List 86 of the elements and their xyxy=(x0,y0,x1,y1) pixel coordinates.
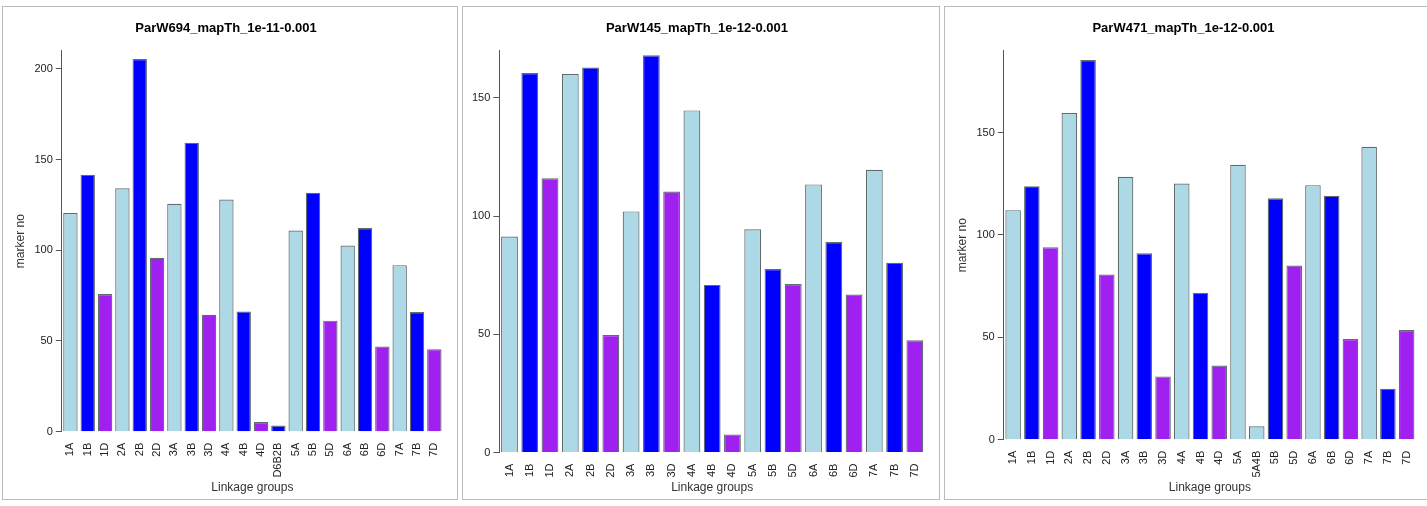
y-tick-label: 200 xyxy=(34,61,53,74)
x-tick-label: 5A xyxy=(1231,450,1244,465)
x-tick-label: 7A xyxy=(392,442,405,457)
x-tick-label: 2B xyxy=(1081,450,1094,465)
chart-title: ParW145_mapTh_1e-12-0.001 xyxy=(605,20,789,36)
x-tick-label: 1A xyxy=(63,442,76,457)
y-tick-label: 50 xyxy=(40,334,53,347)
x-tick-label: 2A xyxy=(563,462,576,478)
y-tick-label: 0 xyxy=(988,432,995,445)
x-tick-label: 3A xyxy=(1118,450,1131,465)
x-tick-label: 4A xyxy=(684,462,697,478)
y-tick-label: 0 xyxy=(46,424,53,437)
x-tick-label: 5B xyxy=(306,442,319,457)
x-tick-label: 4A xyxy=(219,442,232,457)
x-tick-label: 3B xyxy=(644,463,657,478)
x-tick-label: 2B xyxy=(132,442,145,457)
y-tick-label: 50 xyxy=(478,327,491,340)
x-tick-label: 2B xyxy=(583,463,596,478)
chart-title: ParW471_mapTh_1e-12-0.001 xyxy=(1092,20,1275,36)
x-tick-label: 4D xyxy=(1212,450,1225,465)
x-tick-label: 6A xyxy=(806,462,819,478)
x-tick-label: 1B xyxy=(522,463,535,478)
x-tick-label: 5A4B xyxy=(1249,450,1262,478)
x-axis-title: Linkage groups xyxy=(1168,480,1251,495)
y-tick-label: 0 xyxy=(484,445,491,458)
x-tick-label: 7D xyxy=(1399,450,1412,465)
x-tick-label: 6D xyxy=(1343,450,1356,465)
x-tick-label: 5A xyxy=(745,462,758,478)
x-tick-label: 5D xyxy=(1287,450,1300,465)
x-tick-label: 3A xyxy=(167,442,180,457)
x-tick-label: 4A xyxy=(1174,450,1187,465)
x-tick-label: 6A xyxy=(340,442,353,457)
x-tick-label: 6B xyxy=(1324,450,1337,465)
y-tick-label: 150 xyxy=(34,152,53,165)
x-tick-label: 4D xyxy=(254,442,267,457)
chart-title: ParW694_mapTh_1e-11-0.001 xyxy=(135,20,317,36)
x-tick-label: 5A xyxy=(288,442,301,457)
x-axis-title: Linkage groups xyxy=(211,480,294,495)
x-tick-label: 2D xyxy=(1099,450,1112,465)
x-tick-label: 1B xyxy=(80,442,93,457)
x-tick-label: 5D xyxy=(786,463,799,478)
x-tick-label: 6D xyxy=(375,442,388,457)
x-tick-label: 2D xyxy=(603,463,616,478)
y-tick-label: 50 xyxy=(982,330,995,343)
x-tick-label: 3B xyxy=(184,442,197,457)
x-tick-label: 4B xyxy=(705,463,718,478)
x-tick-label: 2A xyxy=(115,442,128,457)
x-tick-label: 5D xyxy=(323,442,336,457)
y-tick-label: 100 xyxy=(976,227,995,240)
x-tick-label: 3A xyxy=(624,462,637,478)
y-axis-title: marker no xyxy=(954,217,969,273)
x-tick-label: 7A xyxy=(1362,450,1375,465)
x-tick-label: 7A xyxy=(867,462,880,478)
x-tick-label: 3D xyxy=(202,442,215,457)
x-tick-label: 6D xyxy=(847,463,860,478)
x-tick-label: 3B xyxy=(1137,450,1150,465)
x-tick-label: 6B xyxy=(358,442,371,457)
x-tick-label: 1B xyxy=(1024,450,1037,465)
x-tick-label: 4D xyxy=(725,463,738,478)
y-tick-label: 150 xyxy=(976,125,995,138)
x-tick-label: 4B xyxy=(236,442,249,457)
x-tick-label: 1A xyxy=(1006,450,1019,465)
x-tick-label: 3D xyxy=(1156,450,1169,465)
x-tick-label: 7B xyxy=(410,442,423,457)
x-tick-label: 7D xyxy=(427,442,440,457)
x-tick-label: 4B xyxy=(1193,450,1206,465)
x-tick-label: 1D xyxy=(1043,450,1056,465)
x-tick-label: 3D xyxy=(664,463,677,478)
x-tick-label: 6B xyxy=(826,463,839,478)
x-tick-label: 7D xyxy=(907,463,920,478)
y-axis-title: marker no xyxy=(12,213,27,269)
x-tick-label: 1D xyxy=(543,463,556,478)
x-tick-label: 7B xyxy=(1380,450,1393,465)
x-tick-label: 6A xyxy=(1305,450,1318,465)
y-tick-label: 100 xyxy=(471,209,491,222)
y-tick-label: 100 xyxy=(34,243,53,256)
x-tick-label: 1D xyxy=(98,442,111,457)
x-tick-label: 5B xyxy=(1268,450,1281,465)
x-tick-label: D6B2B xyxy=(271,442,284,478)
x-tick-label: 2A xyxy=(1062,450,1075,465)
x-tick-label: 7B xyxy=(887,463,900,478)
x-axis-title: Linkage groups xyxy=(671,480,754,495)
x-tick-label: 5B xyxy=(766,463,779,478)
x-tick-label: 2D xyxy=(150,442,163,457)
x-tick-label: 1A xyxy=(502,462,515,478)
y-tick-label: 150 xyxy=(471,90,491,103)
